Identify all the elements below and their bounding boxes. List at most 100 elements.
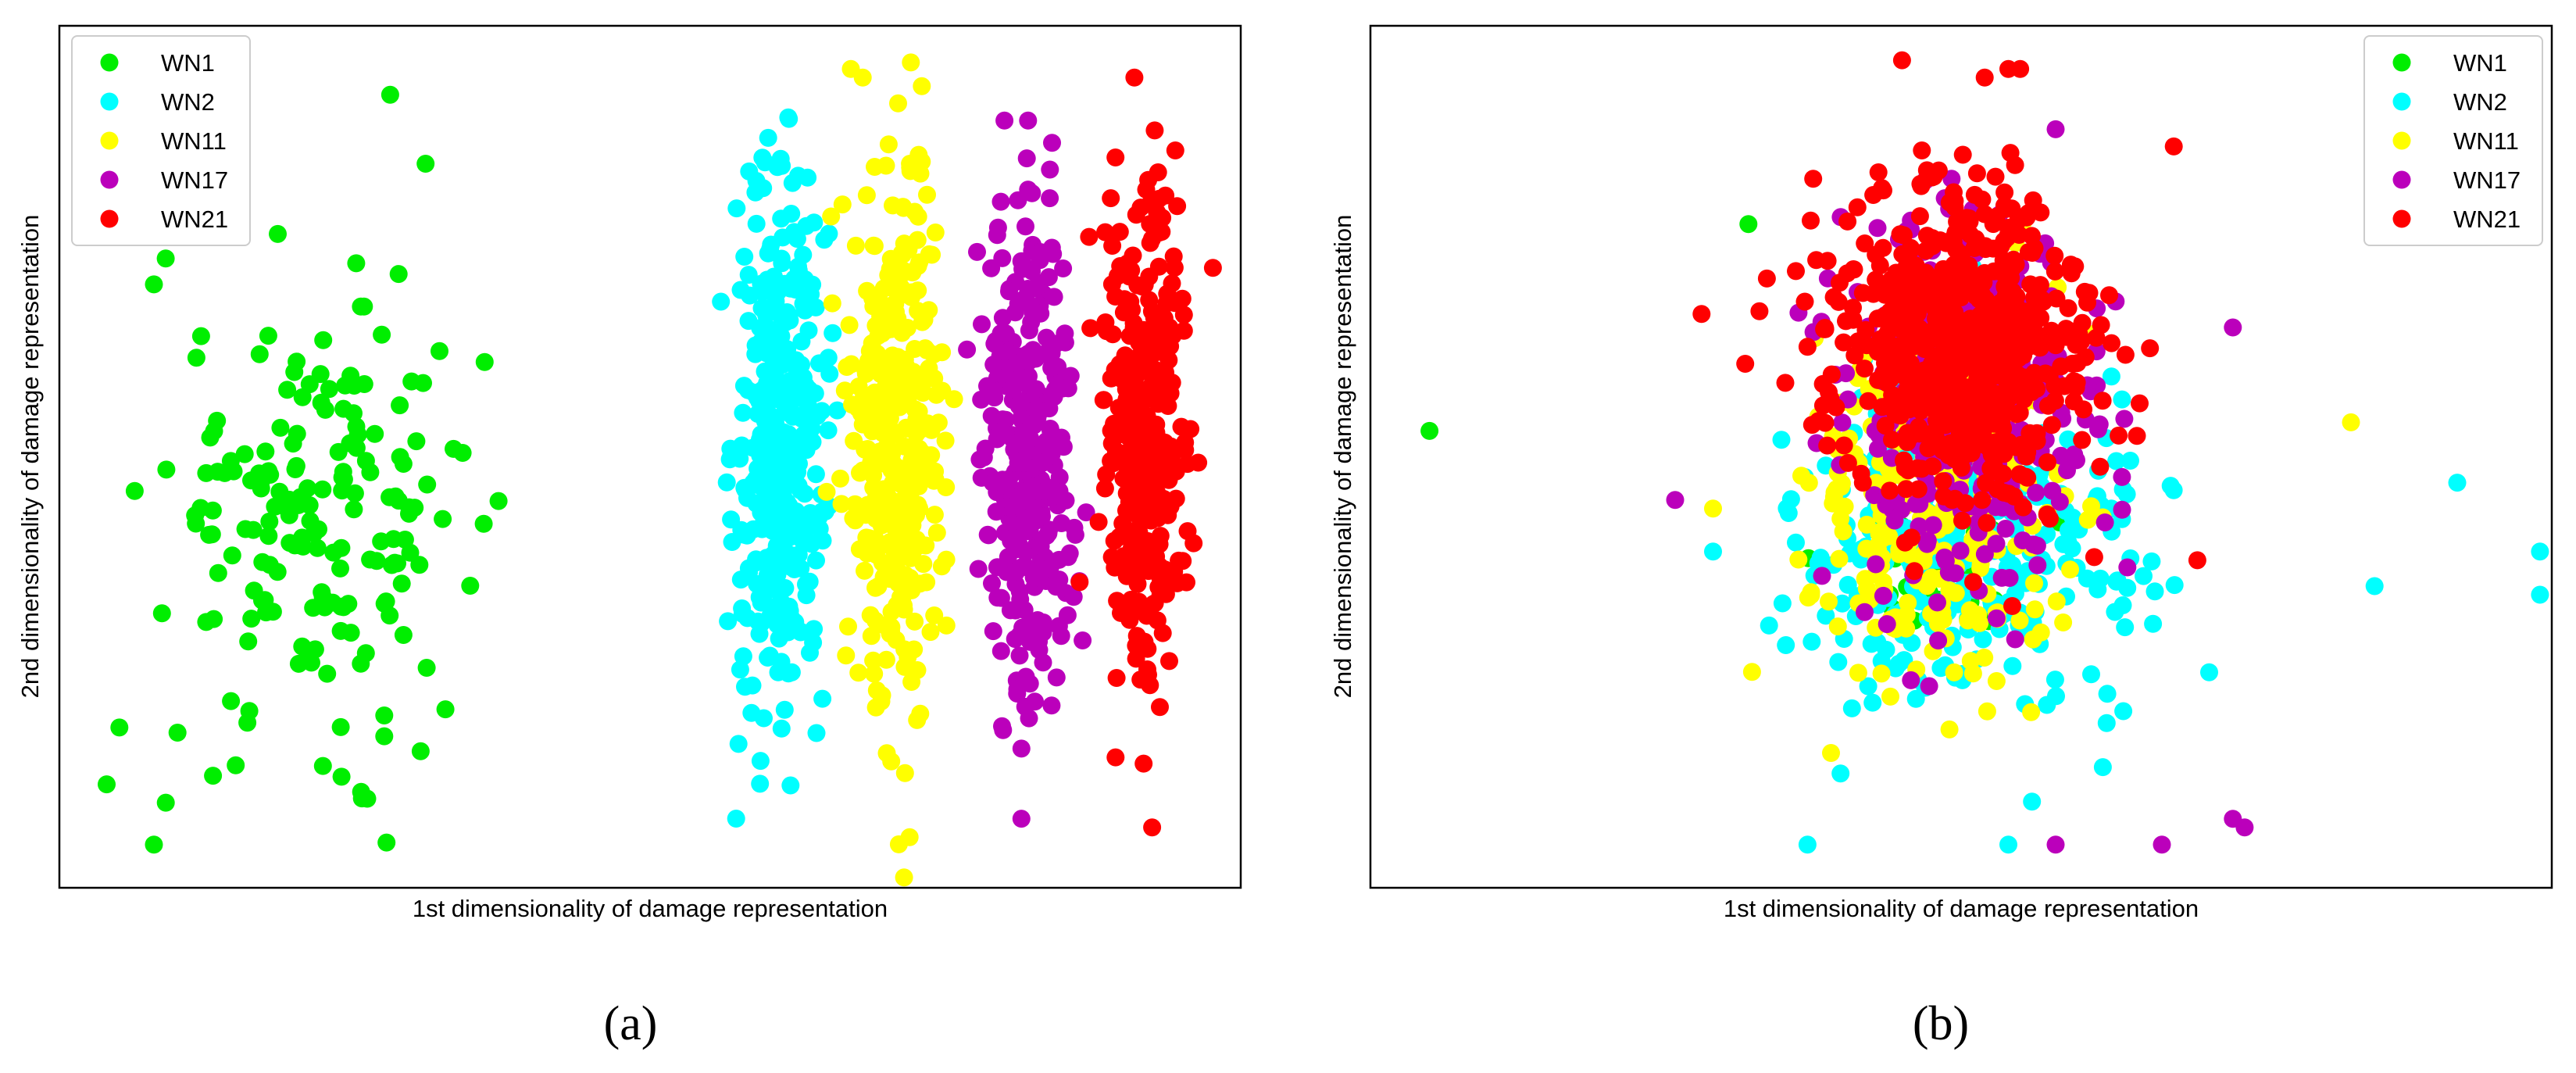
point-wn2: [727, 810, 745, 828]
point-wn17: [996, 324, 1015, 343]
point-wn21: [2020, 424, 2039, 442]
point-wn2: [824, 324, 842, 342]
point-wn1: [187, 349, 205, 367]
point-wn11: [1978, 702, 1996, 721]
point-wn17: [1013, 485, 1031, 504]
point-wn1: [227, 756, 245, 774]
point-wn2: [1829, 653, 1848, 671]
point-wn2: [806, 465, 825, 484]
point-wn2: [801, 504, 820, 522]
point-wn1: [323, 593, 342, 612]
legend-marker-wn17: [100, 170, 119, 189]
point-wn17: [988, 218, 1007, 237]
point-wn17: [2224, 810, 2242, 828]
point-wn2: [762, 235, 781, 254]
point-wn11: [1857, 539, 1876, 558]
point-wn17: [2095, 513, 2114, 531]
point-wn21: [1820, 383, 1838, 402]
point-wn21: [1143, 818, 1162, 837]
point-wn17: [1050, 550, 1068, 569]
series-wn21: [1070, 68, 1222, 837]
point-wn2: [807, 724, 826, 742]
point-wn2: [794, 245, 813, 264]
point-wn11: [903, 516, 922, 535]
point-wn21: [1177, 573, 1195, 592]
point-wn1: [308, 538, 327, 557]
point-wn1: [235, 445, 254, 463]
point-wn2: [2113, 390, 2131, 409]
point-wn2: [1833, 594, 1852, 613]
point-wn11: [846, 511, 865, 530]
point-wn1: [202, 525, 221, 544]
point-wn1: [257, 603, 275, 622]
point-wn11: [916, 536, 935, 555]
point-wn1: [375, 727, 394, 746]
point-wn21: [1802, 211, 1820, 230]
point-wn21: [1910, 424, 1929, 443]
point-wn2: [806, 384, 824, 402]
point-wn11: [877, 650, 895, 669]
point-wn11: [856, 561, 874, 580]
point-wn17: [1005, 562, 1024, 581]
point-wn21: [2006, 382, 2024, 401]
point-wn21: [1804, 170, 1823, 188]
point-wn1: [358, 789, 377, 808]
point-wn21: [1962, 328, 1980, 347]
point-wn2: [740, 563, 759, 581]
point-wn21: [1150, 557, 1169, 575]
point-wn21: [2010, 403, 2029, 422]
point-wn2: [2106, 603, 2124, 621]
point-wn21: [1106, 360, 1124, 379]
point-wn2: [736, 678, 754, 696]
point-wn1: [316, 400, 334, 419]
point-wn21: [1105, 531, 1124, 550]
point-wn17: [1856, 603, 1874, 621]
point-wn2: [755, 709, 773, 728]
point-wn17: [2028, 536, 2046, 555]
point-wn17: [1928, 593, 1946, 612]
point-wn11: [902, 53, 920, 72]
point-wn21: [1113, 552, 1131, 570]
point-wn17: [1042, 359, 1061, 377]
point-wn1: [436, 700, 455, 719]
point-wn21: [1887, 263, 1906, 282]
point-wn11: [884, 517, 902, 535]
point-wn1: [223, 546, 241, 565]
point-wn17: [1037, 560, 1056, 579]
point-wn17: [1045, 388, 1063, 406]
point-wn11: [929, 413, 948, 432]
point-wn21: [1113, 399, 1132, 418]
legend-label-wn2: WN2: [161, 88, 215, 116]
point-wn21: [1947, 241, 1966, 259]
point-wn21: [1692, 305, 1711, 324]
point-wn11: [870, 290, 888, 309]
point-wn1: [187, 514, 205, 533]
point-wn21: [1798, 338, 1817, 356]
point-wn1: [156, 793, 175, 812]
point-wn17: [1020, 709, 1038, 728]
point-wn11: [885, 276, 904, 295]
point-wn2: [1787, 533, 1805, 552]
point-wn21: [2103, 334, 2120, 352]
point-wn2: [733, 604, 752, 623]
y-axis-label: 2nd dimensionality of damage representat…: [1329, 215, 1356, 699]
point-wn2: [1802, 632, 1821, 651]
point-wn1: [318, 664, 337, 683]
point-wn17: [1002, 531, 1020, 550]
point-wn2: [727, 199, 746, 218]
point-wn17: [993, 249, 1012, 267]
point-wn2: [722, 510, 741, 529]
point-wn11: [838, 358, 856, 376]
point-wn2: [781, 776, 800, 795]
point-wn1: [356, 452, 375, 470]
point-wn21: [2059, 299, 2078, 317]
point-wn1: [331, 621, 350, 640]
point-wn11: [876, 616, 894, 635]
point-wn17: [1666, 491, 1685, 510]
legend-marker-wn11: [2392, 131, 2411, 150]
point-wn1: [201, 428, 220, 447]
point-wn11: [888, 348, 907, 367]
point-wn11: [1945, 663, 1963, 681]
point-wn17: [2224, 318, 2242, 337]
point-wn21: [1156, 363, 1174, 382]
